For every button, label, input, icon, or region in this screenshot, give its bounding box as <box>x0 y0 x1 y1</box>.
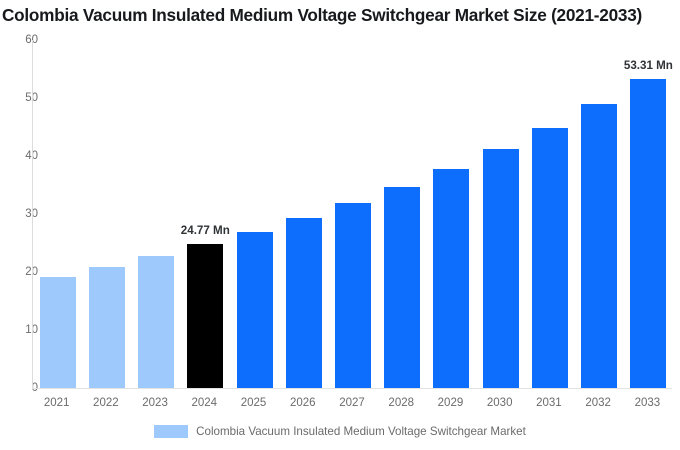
y-axis-tick-label: 20 <box>25 266 38 278</box>
x-axis-tick-label-2021: 2021 <box>43 397 70 409</box>
bar-slot <box>384 40 421 388</box>
x-axis-tick-label-2025: 2025 <box>240 397 267 409</box>
x-axis-tick-label-2033: 2033 <box>634 397 661 409</box>
bar-slot <box>138 40 175 388</box>
x-axis-tick-label-2027: 2027 <box>339 397 365 409</box>
x-axis-baseline <box>32 388 672 389</box>
bar-2027[interactable] <box>335 202 371 388</box>
bar-slot <box>88 40 125 388</box>
bar-2021[interactable] <box>39 276 76 388</box>
x-axis-tick-label-2024: 2024 <box>191 397 218 409</box>
x-axis-tick-label-2030: 2030 <box>486 397 513 409</box>
x-axis-tick-label-2023: 2023 <box>142 397 168 409</box>
page-title: Colombia Vacuum Insulated Medium Voltage… <box>2 5 642 25</box>
bar-2032[interactable] <box>581 104 618 388</box>
bar-2024[interactable]: 24.77 Mn <box>181 224 230 388</box>
bar-2026[interactable] <box>285 218 322 388</box>
bar-slot <box>581 40 618 388</box>
bar-slot: 24.77 Mn <box>181 40 230 388</box>
bar-slot <box>433 40 470 388</box>
bar-2025[interactable] <box>236 231 273 388</box>
bar-2031[interactable] <box>531 128 568 388</box>
bar-2030[interactable] <box>482 149 519 388</box>
bar-slot <box>236 40 273 388</box>
y-axis-tick-label: 30 <box>25 208 38 220</box>
bar-value-label-2033: 53.31 Mn <box>623 58 673 72</box>
bar-value-label-2024: 24.77 Mn <box>180 224 230 238</box>
bar-2029[interactable] <box>433 168 470 388</box>
bar-slot: 53.31 Mn <box>624 40 673 388</box>
chart-legend: Colombia Vacuum Insulated Medium Voltage… <box>0 425 680 438</box>
bar-2022[interactable] <box>88 266 125 388</box>
x-axis-tick-label-2026: 2026 <box>289 397 316 409</box>
x-axis-tick-label-2029: 2029 <box>437 397 464 409</box>
x-axis-tick-label-2022: 2022 <box>93 397 119 409</box>
y-axis-tick-label: 50 <box>25 92 38 104</box>
bar-2033[interactable]: 53.31 Mn <box>624 59 673 388</box>
legend-label: Colombia Vacuum Insulated Medium Voltage… <box>196 425 526 438</box>
y-axis-tick-label: 60 <box>25 34 38 46</box>
bar-2028[interactable] <box>384 186 421 388</box>
bar-slot <box>335 40 371 388</box>
bar-2023[interactable] <box>138 256 175 388</box>
x-axis-tick-label-2028: 2028 <box>388 397 415 409</box>
y-axis-tick-label: 10 <box>25 324 38 336</box>
y-axis-tick-label: 40 <box>25 150 38 162</box>
plot-area: 24.77 Mn 53.31 Mn <box>32 40 673 388</box>
bar-slot <box>531 40 568 388</box>
legend-swatch <box>154 425 189 438</box>
bar-slot <box>482 40 519 388</box>
x-axis-tick-label-2031: 2031 <box>536 397 562 409</box>
bar-slot <box>39 40 76 388</box>
x-axis-tick-label-2032: 2032 <box>585 397 611 409</box>
bar-slot <box>285 40 322 388</box>
